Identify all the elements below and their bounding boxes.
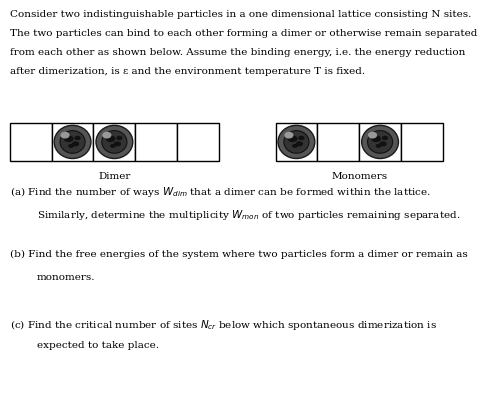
Bar (359, 123, 401, 161)
Ellipse shape (102, 132, 112, 139)
Bar (401, 123, 443, 161)
Bar (52, 123, 93, 161)
Text: Monomers: Monomers (331, 172, 387, 181)
Ellipse shape (114, 141, 121, 146)
Ellipse shape (116, 136, 123, 140)
Bar (276, 123, 317, 161)
Ellipse shape (382, 136, 388, 140)
Text: Dimer: Dimer (98, 172, 130, 181)
Text: after dimerization, is ε and the environment temperature T is fixed.: after dimerization, is ε and the environ… (10, 67, 365, 76)
Ellipse shape (68, 144, 74, 148)
Bar (93, 123, 135, 161)
Text: Consider two indistinguishable particles in a one dimensional lattice consisting: Consider two indistinguishable particles… (10, 10, 471, 19)
Bar (177, 123, 219, 161)
Bar (135, 123, 177, 161)
Ellipse shape (298, 136, 305, 140)
Ellipse shape (376, 144, 382, 148)
Ellipse shape (72, 141, 79, 146)
Ellipse shape (278, 125, 315, 158)
Ellipse shape (61, 132, 70, 139)
Text: (b) Find the free energies of the system where two particles form a dimer or rem: (b) Find the free energies of the system… (10, 250, 467, 259)
Ellipse shape (106, 135, 116, 142)
Text: from each other as shown below. Assume the binding energy, i.e. the energy reduc: from each other as shown below. Assume t… (10, 48, 465, 57)
Ellipse shape (292, 144, 298, 148)
Text: expected to take place.: expected to take place. (37, 341, 159, 350)
Ellipse shape (60, 131, 85, 153)
Text: The two particles can bind to each other forming a dimer or otherwise remain sep: The two particles can bind to each other… (10, 29, 477, 38)
Ellipse shape (102, 131, 127, 153)
Ellipse shape (110, 144, 116, 148)
Ellipse shape (379, 141, 387, 146)
Bar (10, 123, 52, 161)
Ellipse shape (96, 125, 133, 158)
Text: monomers.: monomers. (37, 273, 95, 282)
Ellipse shape (371, 135, 381, 142)
Ellipse shape (284, 132, 294, 139)
Ellipse shape (74, 136, 81, 140)
Ellipse shape (288, 135, 298, 142)
Ellipse shape (362, 125, 399, 158)
Text: (a) Find the number of ways $W_{dim}$ that a dimer can be formed within the latt: (a) Find the number of ways $W_{dim}$ th… (10, 185, 431, 198)
Text: Similarly, determine the multiplicity $W_{mon}$ of two particles remaining separ: Similarly, determine the multiplicity $W… (37, 208, 461, 222)
Ellipse shape (284, 131, 309, 153)
Bar (317, 123, 359, 161)
Ellipse shape (296, 141, 303, 146)
Text: (c) Find the critical number of sites $N_{cr}$ below which spontaneous dimerizat: (c) Find the critical number of sites $N… (10, 318, 437, 331)
Ellipse shape (64, 135, 74, 142)
Ellipse shape (54, 125, 91, 158)
Ellipse shape (368, 132, 377, 139)
Ellipse shape (368, 131, 393, 153)
